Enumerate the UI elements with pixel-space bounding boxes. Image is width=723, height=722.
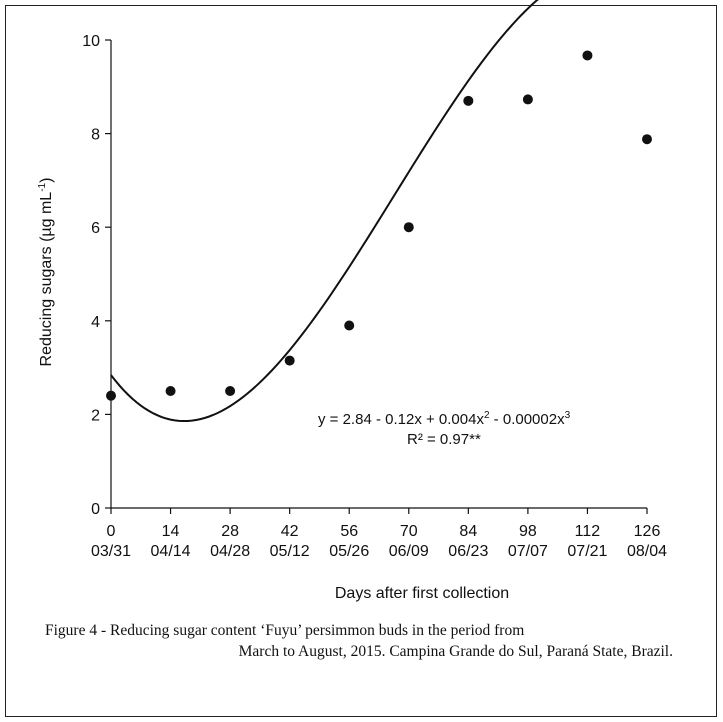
- regression-equation: y = 2.84 - 0.12x + 0.004x2 - 0.00002x3: [318, 410, 571, 428]
- x-tick-label: 56: [340, 523, 358, 540]
- x-date-label: 04/14: [151, 543, 191, 560]
- x-date-label: 03/31: [91, 543, 131, 560]
- caption-line-2: March to August, 2015. Campina Grande do…: [45, 641, 673, 662]
- x-tick-label: 70: [400, 523, 418, 540]
- x-date-label: 07/07: [508, 543, 548, 560]
- caption-line-1: Figure 4 - Reducing sugar content ‘Fuyu’…: [45, 622, 524, 639]
- x-axis-label: Days after first collection: [335, 585, 509, 602]
- fit-curve-layer: [111, 0, 647, 421]
- x-tick-label: 28: [221, 523, 239, 540]
- data-point: [285, 356, 295, 366]
- data-point: [523, 94, 533, 104]
- chart-labels: 0 2 4 6 8 10 0 03/31 14 04/14 28 04/28 42 05/12 56 05/2…: [82, 33, 667, 560]
- x-date-label: 04/28: [210, 543, 250, 560]
- x-date-label: 06/23: [448, 543, 488, 560]
- y-tick-label: 0: [91, 501, 100, 518]
- data-point: [344, 320, 354, 330]
- x-date-label: 07/21: [567, 543, 607, 560]
- y-tick-label: 10: [82, 33, 100, 50]
- data-point: [642, 134, 652, 144]
- y-tick-label: 8: [91, 127, 100, 144]
- data-point: [166, 386, 176, 396]
- r-squared-label: R² = 0.97**: [407, 431, 481, 448]
- data-point: [106, 391, 116, 401]
- y-tick-label: 4: [91, 314, 100, 331]
- data-points: [106, 50, 652, 400]
- data-point: [225, 386, 235, 396]
- x-date-label: 05/26: [329, 543, 369, 560]
- figure-caption: Figure 4 - Reducing sugar content ‘Fuyu’…: [45, 620, 673, 662]
- y-tick-label: 6: [91, 220, 100, 237]
- x-tick-label: 126: [634, 523, 661, 540]
- data-point: [582, 50, 592, 60]
- x-tick-label: 14: [162, 523, 180, 540]
- x-date-label: 08/04: [627, 543, 667, 560]
- data-point: [463, 96, 473, 106]
- x-date-label: 05/12: [270, 543, 310, 560]
- x-tick-label: 98: [519, 523, 537, 540]
- y-tick-label: 2: [91, 407, 100, 424]
- y-axis-label: Reducing sugars (µg mL-1): [37, 178, 55, 367]
- fit-curve: [111, 0, 647, 421]
- x-tick-label: 84: [459, 523, 477, 540]
- axes: [105, 40, 647, 514]
- x-tick-label: 42: [281, 523, 299, 540]
- x-date-label: 06/09: [389, 543, 429, 560]
- x-tick-label: 112: [575, 523, 601, 540]
- x-tick-label: 0: [107, 523, 116, 540]
- data-point: [404, 222, 414, 232]
